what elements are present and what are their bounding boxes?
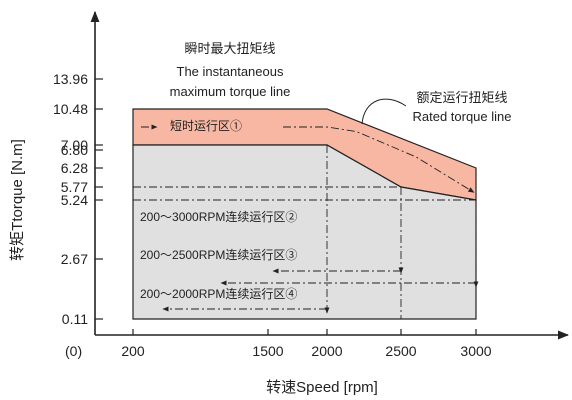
- y-tick-group: 13.96 10.48 7.006.80 6.28 5.775.24 2.67 0.11: [53, 71, 103, 327]
- x-tick-label-2: 2000: [311, 343, 342, 359]
- rated-line-leader: [361, 98, 407, 125]
- y-tick-label-1: 10.48: [53, 101, 88, 117]
- region-label-3: 200～2500RPM连续运行区③: [140, 247, 297, 262]
- x-tick-group: 200 1500 2000 2500 3000: [121, 329, 492, 359]
- peak-line-label-cn: 瞬时最大扭矩线: [184, 41, 275, 56]
- operating-arrows: [141, 124, 479, 314]
- peak-line-label-en-2: maximum torque line: [170, 84, 291, 99]
- region-label-4: 200～2000RPM连续运行区④: [140, 286, 297, 301]
- guide-lines: [133, 186, 476, 319]
- region-label-1: 短时运行区①: [170, 119, 242, 133]
- y-tick-label-8: 0.11: [62, 311, 88, 327]
- x-tick-label-3: 2500: [385, 343, 416, 359]
- x-tick-label-1: 1500: [252, 343, 283, 359]
- rated-line-label-en: Rated torque line: [412, 109, 511, 124]
- x-axis-title: 转速Speed [rpm]: [266, 379, 378, 396]
- y-tick-label-2: 7.00: [61, 137, 88, 153]
- y-tick-label-5: 5.77: [61, 179, 88, 195]
- short-arrow-path: [283, 126, 475, 193]
- y-tick-label-3: 6.80: [61, 142, 88, 158]
- y-axis-title: 转矩Ttorque [N.m]: [9, 139, 26, 261]
- y-tick-label-7: 2.67: [61, 251, 88, 267]
- x-tick-label-0: 200: [121, 343, 145, 359]
- y-tick-label-6: 5.24: [61, 192, 88, 208]
- region-label-2: 200～3000RPM连续运行区②: [140, 209, 297, 224]
- origin-label: (0): [65, 343, 82, 359]
- peak-line-label-en-1: The instantaneous: [177, 64, 284, 79]
- rated-line-label-cn: 额定运行扭矩线: [416, 90, 507, 105]
- y-tick-label-0: 13.96: [53, 71, 88, 87]
- x-tick-label-4: 3000: [460, 343, 491, 359]
- y-tick-label-4: 6.28: [61, 160, 88, 176]
